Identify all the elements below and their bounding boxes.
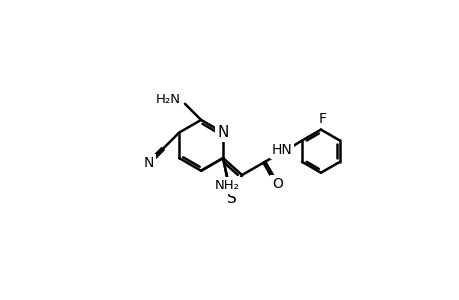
Text: S: S <box>226 191 236 206</box>
Text: O: O <box>271 177 282 191</box>
Text: NH₂: NH₂ <box>214 179 240 192</box>
Text: N: N <box>217 125 228 140</box>
Text: H₂N: H₂N <box>155 93 180 106</box>
Text: F: F <box>318 112 326 126</box>
Text: HN: HN <box>271 143 292 158</box>
Text: N: N <box>143 156 153 170</box>
